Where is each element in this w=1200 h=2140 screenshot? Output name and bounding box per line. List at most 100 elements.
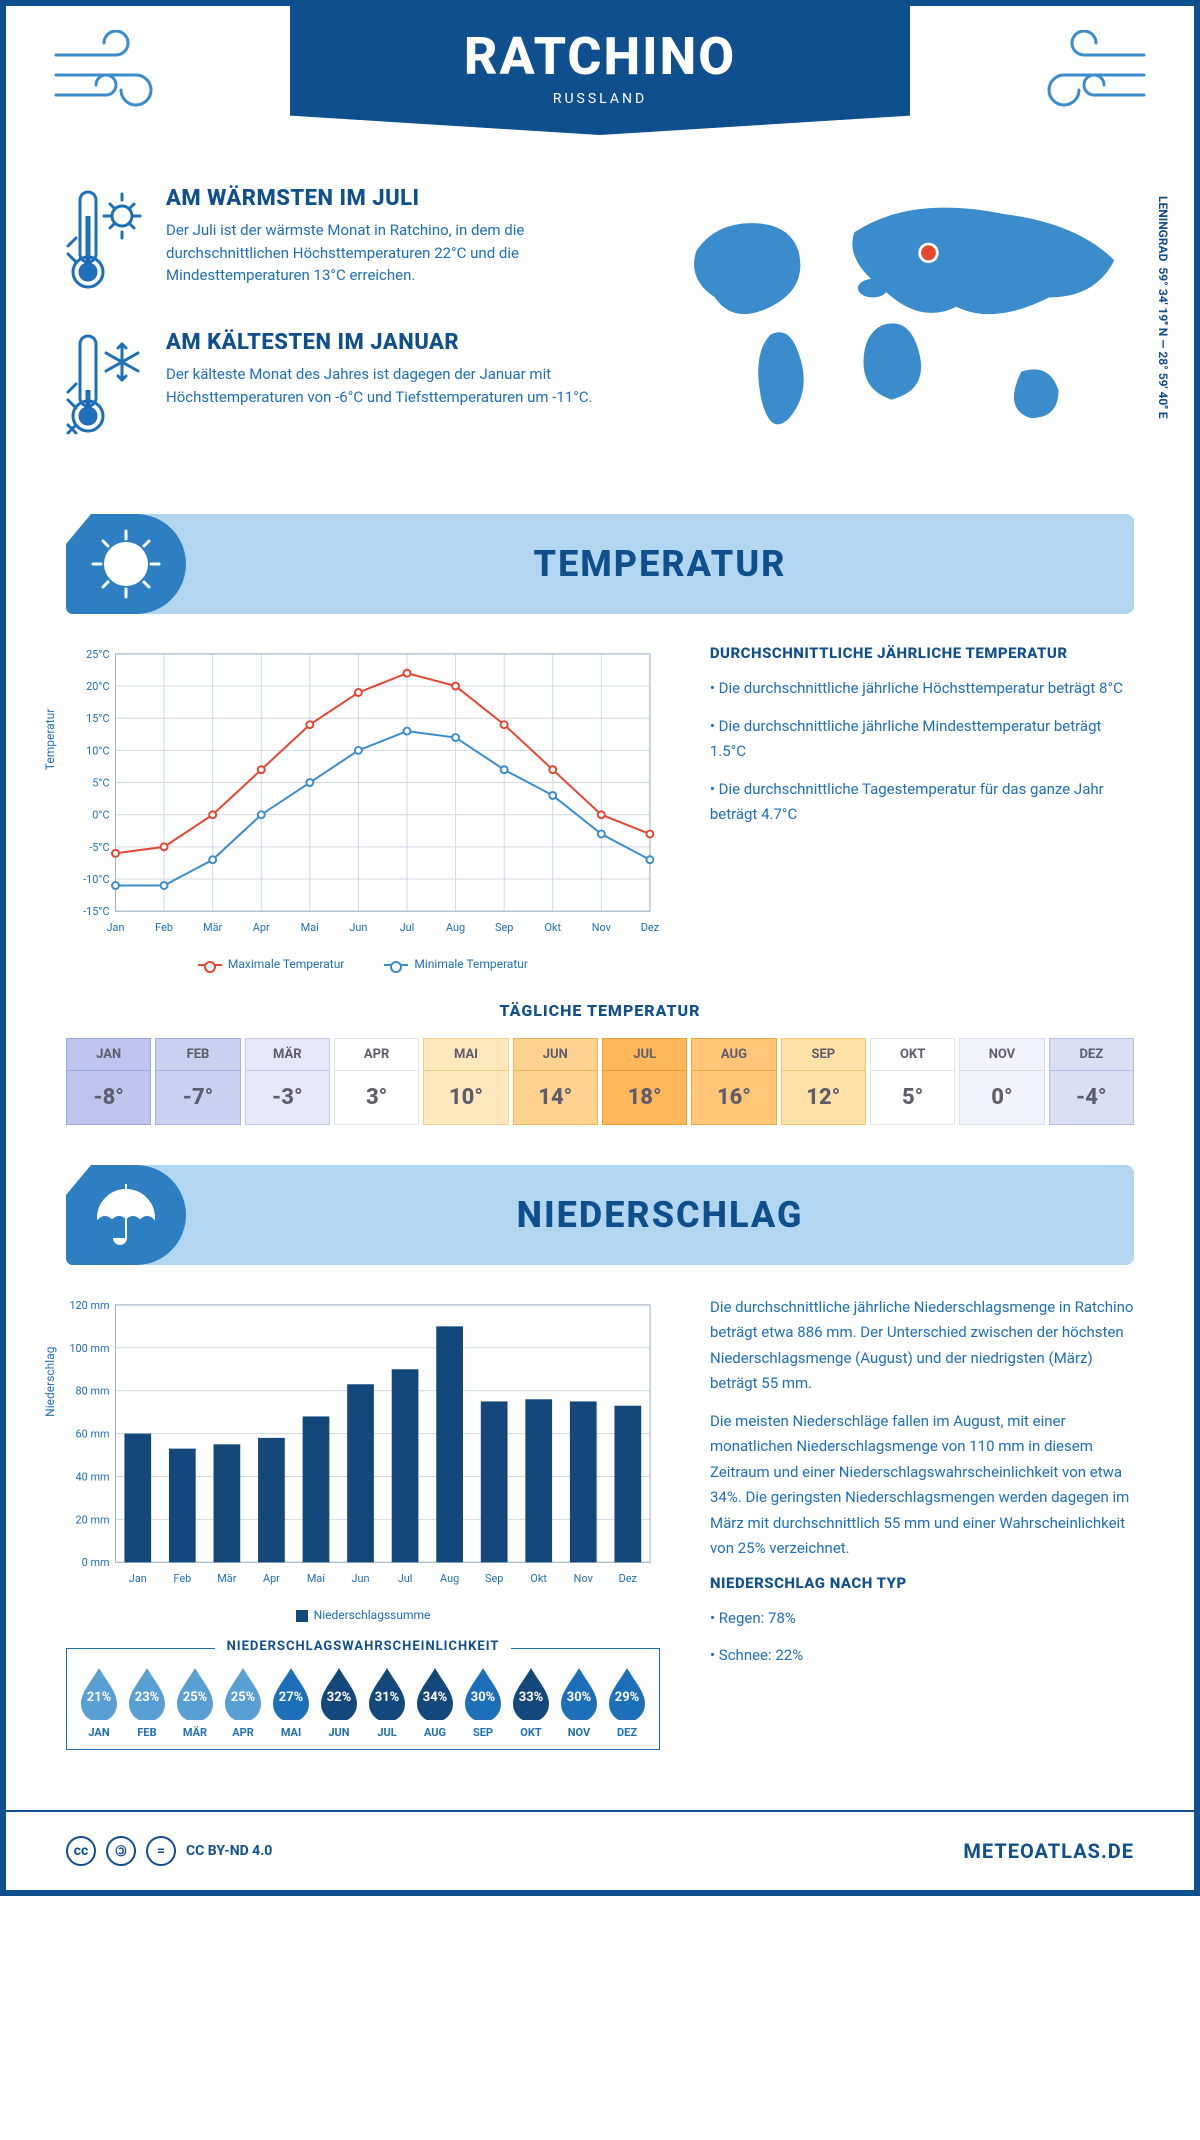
svg-text:Aug: Aug [440, 1572, 459, 1585]
city-name: RATCHINO [290, 26, 910, 87]
svg-text:Jun: Jun [352, 1572, 370, 1585]
temp-cell: OKT5° [870, 1038, 955, 1125]
temp-cell: SEP12° [781, 1038, 866, 1125]
infographic-frame: RATCHINO RUSSLAND [0, 0, 1200, 1896]
footer: cc 🄯 = CC BY-ND 4.0 METEOATLAS.DE [6, 1810, 1194, 1890]
svg-text:Nov: Nov [574, 1572, 594, 1585]
temp-cell: DEZ-4° [1049, 1038, 1134, 1125]
temp-cell: MAI10° [423, 1038, 508, 1125]
svg-text:0 mm: 0 mm [82, 1556, 110, 1569]
svg-text:Mär: Mär [217, 1572, 236, 1585]
thermometer-sun-icon [66, 186, 146, 300]
chart-legend: Maximale TemperaturMinimale Temperatur [66, 957, 660, 971]
svg-text:20°C: 20°C [86, 680, 109, 693]
svg-text:120 mm: 120 mm [69, 1299, 109, 1312]
svg-text:Jul: Jul [400, 921, 415, 934]
precip-drop: 33%OKT [509, 1666, 553, 1739]
summary-bullet: Die durchschnittliche jährliche Höchstte… [710, 676, 1134, 702]
svg-text:40 mm: 40 mm [76, 1470, 110, 1483]
svg-text:Apr: Apr [253, 921, 270, 934]
temp-cell: NOV0° [959, 1038, 1044, 1125]
y-axis-label: Temperatur [43, 709, 57, 771]
box-title: NIEDERSCHLAGSWAHRSCHEINLICHKEIT [215, 1639, 512, 1654]
section-title: TEMPERATUR [186, 543, 1134, 585]
svg-text:10°C: 10°C [86, 744, 109, 757]
svg-text:Okt: Okt [544, 921, 561, 934]
precip-type-title: NIEDERSCHLAG NACH TYP [710, 1574, 1134, 1592]
warmest-fact: AM WÄRMSTEN IM JULI Der Juli ist der wär… [66, 186, 627, 300]
svg-text:25°C: 25°C [86, 648, 109, 661]
svg-text:Dez: Dez [619, 1572, 638, 1585]
nd-icon: = [146, 1836, 176, 1866]
y-axis-label: Niederschlag [43, 1347, 57, 1417]
precip-drop: 21%JAN [77, 1666, 121, 1739]
precip-type-item: Regen: 78% [710, 1606, 1134, 1632]
precip-drop: 30%SEP [461, 1666, 505, 1739]
temp-cell: MÄR-3° [245, 1038, 330, 1125]
precip-drop: 30%NOV [557, 1666, 601, 1739]
by-icon: 🄯 [106, 1836, 136, 1866]
umbrella-icon [66, 1165, 186, 1265]
precipitation-summary: Die durchschnittliche jährliche Niedersc… [710, 1295, 1134, 1750]
precip-drop: 23%FEB [125, 1666, 169, 1739]
svg-text:Feb: Feb [173, 1572, 191, 1585]
summary-title: DURCHSCHNITTLICHE JÄHRLICHE TEMPERATUR [710, 644, 1134, 662]
svg-text:Mai: Mai [307, 1572, 325, 1585]
svg-text:-5°C: -5°C [89, 841, 109, 854]
summary-paragraph: Die meisten Niederschläge fallen im Augu… [710, 1409, 1134, 1562]
svg-text:60 mm: 60 mm [76, 1427, 110, 1440]
temp-cell: APR3° [334, 1038, 419, 1125]
cc-icon: cc [66, 1836, 96, 1866]
chart-legend: Niederschlagssumme [66, 1608, 660, 1622]
title-banner: RATCHINO RUSSLAND [290, 6, 910, 135]
section-header-precipitation: NIEDERSCHLAG [66, 1165, 1134, 1265]
wind-icon [1024, 30, 1154, 124]
svg-text:15°C: 15°C [86, 712, 109, 725]
svg-text:Sep: Sep [495, 921, 513, 934]
svg-text:20 mm: 20 mm [76, 1513, 110, 1526]
precip-drop: 29%DEZ [605, 1666, 649, 1739]
svg-text:-10°C: -10°C [83, 873, 109, 886]
svg-text:100 mm: 100 mm [69, 1342, 109, 1355]
summary-bullet: Die durchschnittliche Tagestemperatur fü… [710, 777, 1134, 828]
precip-type-item: Schnee: 22% [710, 1643, 1134, 1669]
fact-title: AM KÄLTESTEN IM JANUAR [166, 330, 627, 355]
thermometer-snow-icon [66, 330, 146, 444]
svg-text:80 mm: 80 mm [76, 1385, 110, 1398]
header-area: RATCHINO RUSSLAND [6, 6, 1194, 146]
svg-text:Sep: Sep [485, 1572, 503, 1585]
svg-text:Okt: Okt [530, 1572, 547, 1585]
temperature-line-chart: Temperatur -15°C-10°C-5°C0°C5°C10°C15°C2… [66, 644, 660, 945]
precip-drop: 27%MAI [269, 1666, 313, 1739]
precip-drop: 31%JUL [365, 1666, 409, 1739]
fact-text: Der kälteste Monat des Jahres ist dagege… [166, 363, 627, 408]
fact-text: Der Juli ist der wärmste Monat in Ratchi… [166, 219, 627, 287]
country-name: RUSSLAND [290, 91, 910, 107]
svg-text:Dez: Dez [641, 921, 660, 934]
daily-temp-title: TÄGLICHE TEMPERATUR [66, 1001, 1134, 1020]
coordinates: LENINGRAD 59° 34' 19'' N — 28° 59' 40'' … [1156, 196, 1170, 418]
svg-text:Nov: Nov [592, 921, 612, 934]
section-header-temperature: TEMPERATUR [66, 514, 1134, 614]
svg-text:Feb: Feb [155, 921, 173, 934]
svg-text:0°C: 0°C [92, 809, 109, 822]
svg-text:-15°C: -15°C [83, 905, 109, 918]
summary-bullet: Die durchschnittliche jährliche Mindestt… [710, 714, 1134, 765]
precip-drop: 34%AUG [413, 1666, 457, 1739]
svg-text:Apr: Apr [263, 1572, 280, 1585]
temp-cell: FEB-7° [155, 1038, 240, 1125]
temperature-summary: DURCHSCHNITTLICHE JÄHRLICHE TEMPERATUR D… [710, 644, 1134, 971]
temp-cell: AUG16° [691, 1038, 776, 1125]
svg-text:Mär: Mär [203, 921, 222, 934]
precipitation-bar-chart: Niederschlag 0 mm20 mm40 mm60 mm80 mm100… [66, 1295, 660, 1596]
section-title: NIEDERSCHLAG [186, 1194, 1134, 1236]
wind-icon [46, 30, 176, 124]
svg-text:Jan: Jan [129, 1572, 147, 1585]
precip-drop: 25%APR [221, 1666, 265, 1739]
summary-paragraph: Die durchschnittliche jährliche Niedersc… [710, 1295, 1134, 1397]
precip-drop: 25%MÄR [173, 1666, 217, 1739]
svg-text:Jun: Jun [349, 921, 367, 934]
world-map: LENINGRAD 59° 34' 19'' N — 28° 59' 40'' … [667, 186, 1134, 474]
temp-cell: JAN-8° [66, 1038, 151, 1125]
coldest-fact: AM KÄLTESTEN IM JANUAR Der kälteste Mona… [66, 330, 627, 444]
